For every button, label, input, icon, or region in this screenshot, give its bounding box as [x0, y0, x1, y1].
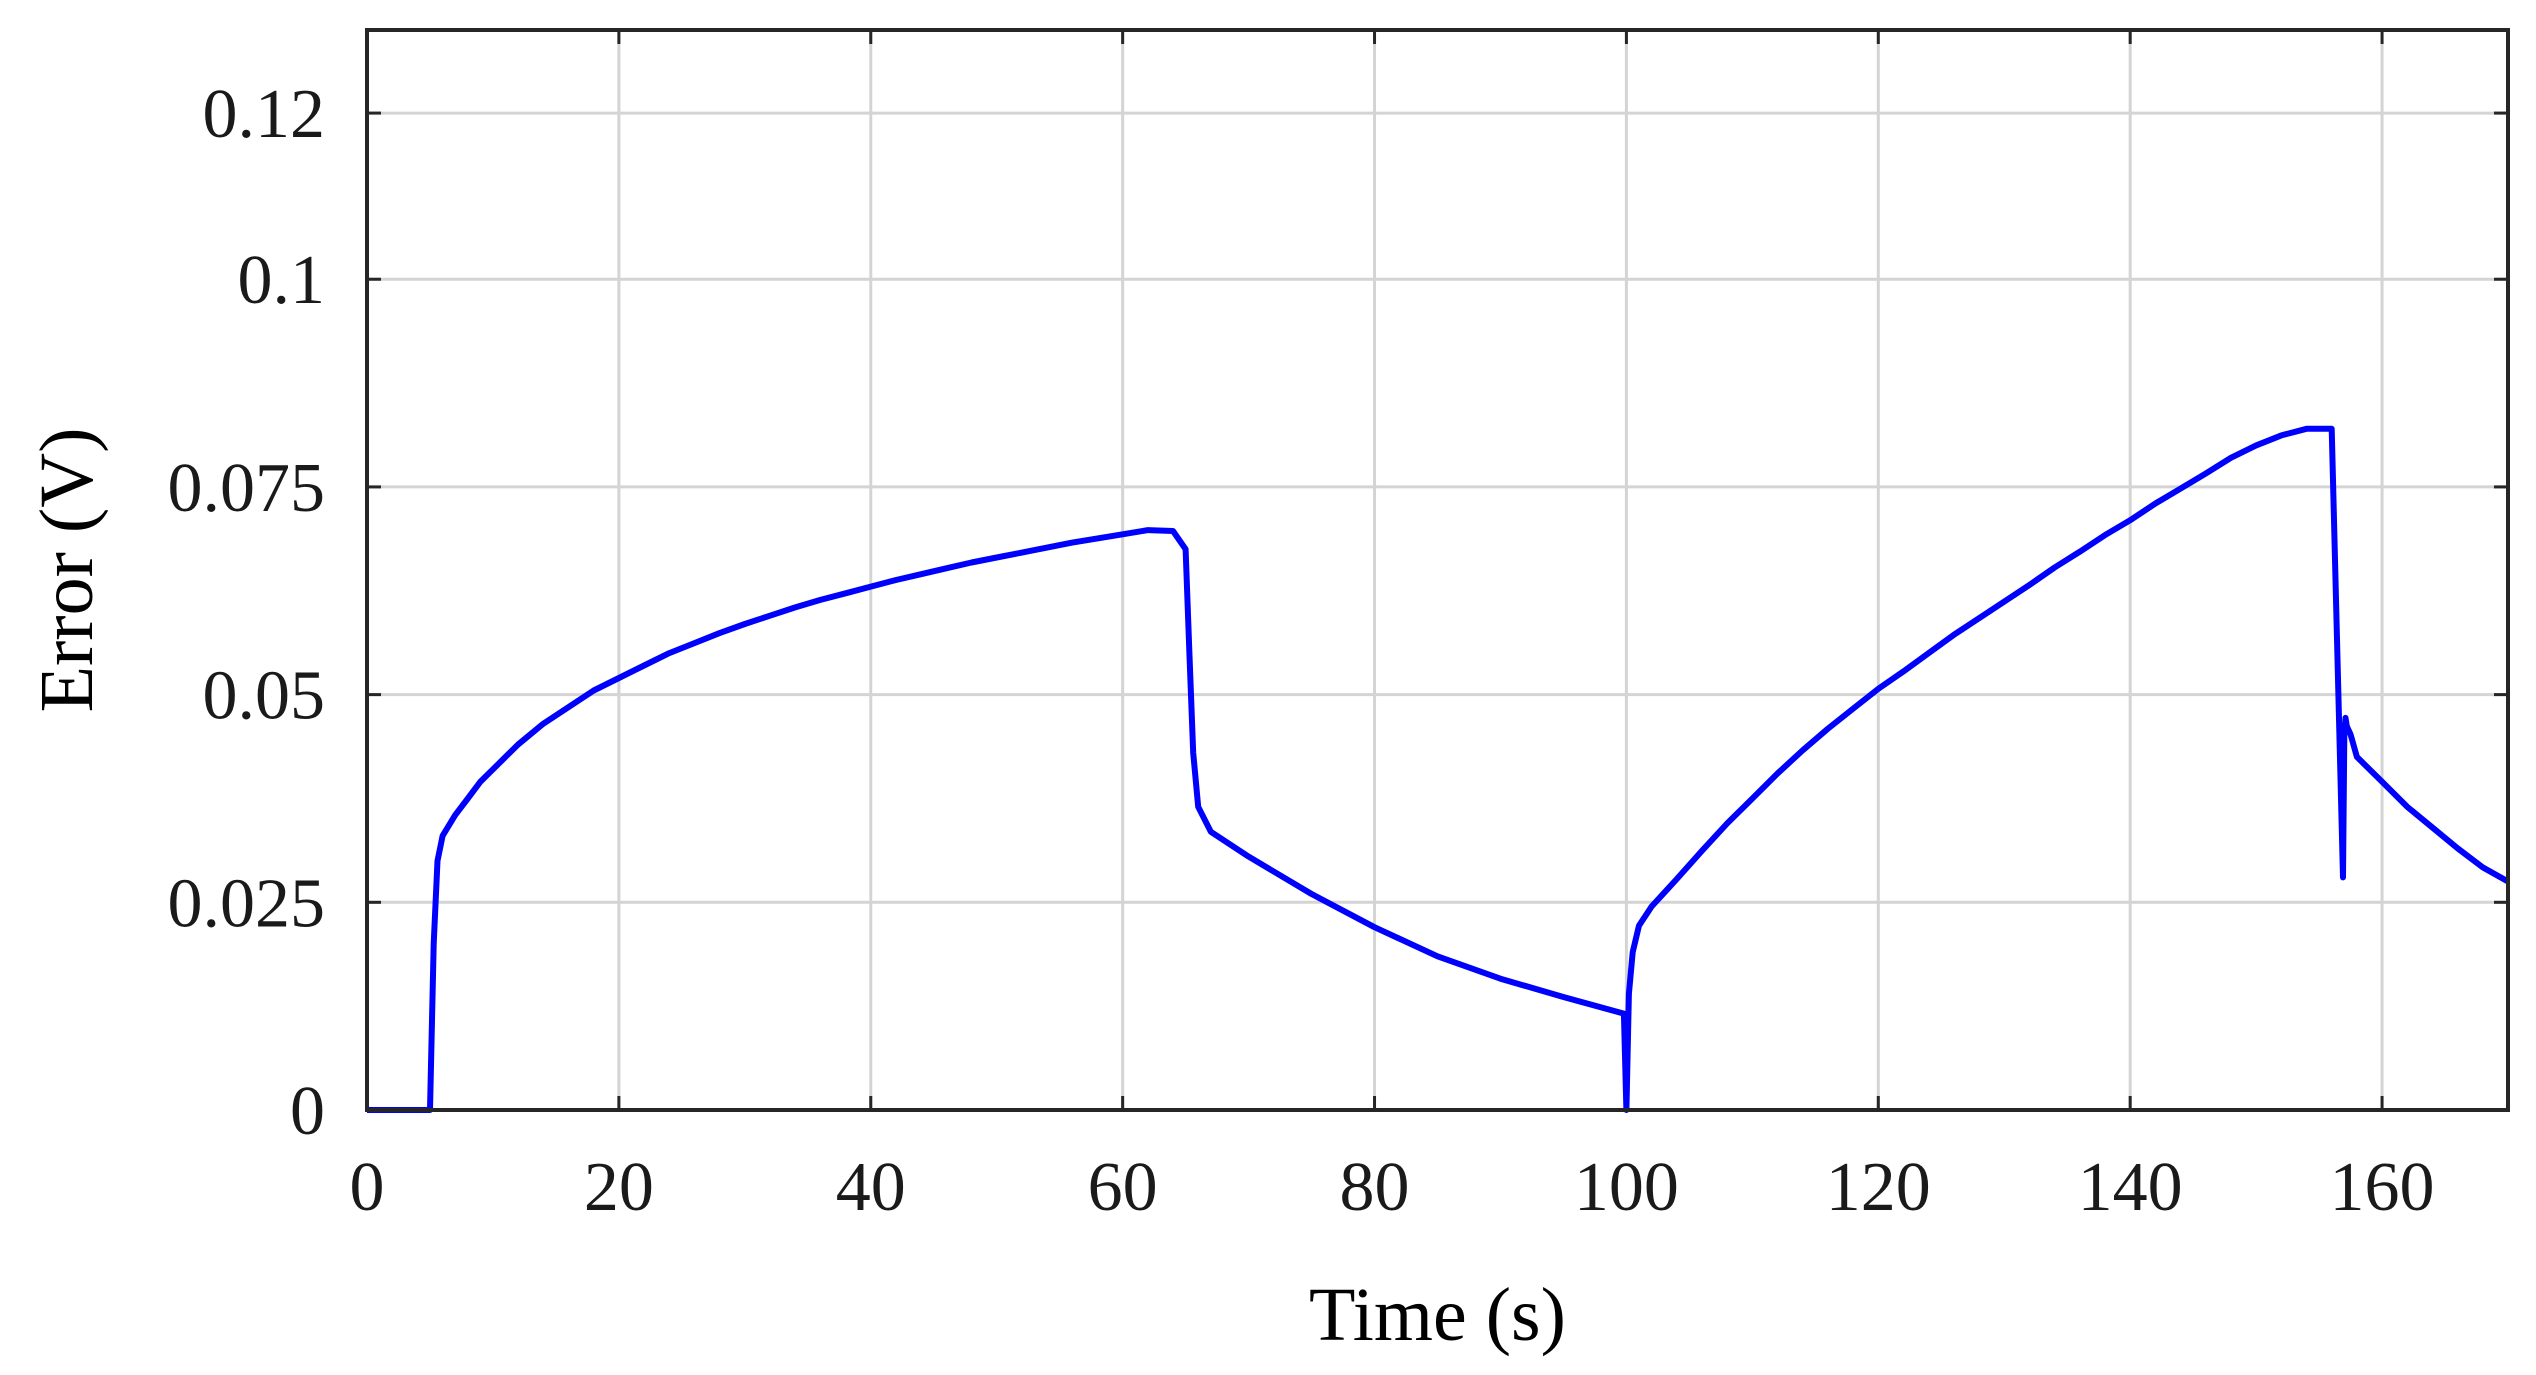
- x-tick-labels: 0 20 40 60 80 100 120 140 160: [350, 1149, 2435, 1226]
- x-tick-label: 160: [2330, 1149, 2435, 1226]
- y-tick-label: 0.12: [203, 76, 326, 153]
- x-tick-label: 140: [2078, 1149, 2183, 1226]
- x-tick-label: 60: [1088, 1149, 1158, 1226]
- tick-marks: [365, 30, 2508, 1112]
- y-tick-label: 0.1: [238, 242, 326, 319]
- x-axis-title: Time (s): [1309, 1273, 1566, 1357]
- x-tick-label: 20: [584, 1149, 654, 1226]
- y-tick-labels: 0 0.025 0.05 0.075 0.1 0.12: [168, 76, 326, 1150]
- x-tick-label: 40: [836, 1149, 906, 1226]
- x-tick-label: 0: [350, 1149, 385, 1226]
- grid-lines: [365, 30, 2508, 1112]
- series-line-0: [367, 425, 2510, 1113]
- plot-frame: [365, 28, 2510, 1112]
- y-tick-label: 0.075: [168, 450, 326, 527]
- y-tick-label: 0.05: [203, 658, 326, 735]
- data-series: [367, 425, 2510, 1113]
- x-tick-label: 80: [1340, 1149, 1410, 1226]
- x-tick-label: 100: [1574, 1149, 1679, 1226]
- y-tick-label: 0: [290, 1073, 325, 1150]
- y-tick-label: 0.025: [168, 865, 326, 942]
- x-tick-label: 120: [1826, 1149, 1931, 1226]
- y-axis-title: Error (V): [25, 428, 109, 713]
